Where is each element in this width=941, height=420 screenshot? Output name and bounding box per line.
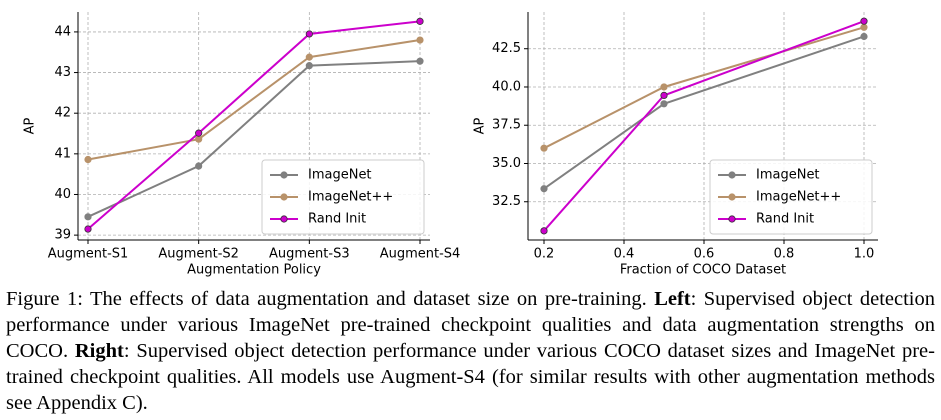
y-tick-label: 39: [54, 228, 71, 243]
marker: [305, 30, 313, 38]
legend-box: [709, 159, 873, 235]
x-tick-label: Augment-S3: [269, 247, 350, 262]
x-tick-label: Augment-S1: [48, 247, 129, 262]
marker: [195, 129, 203, 137]
marker: [84, 155, 92, 164]
legend-label: Rand Init: [308, 212, 366, 227]
y-tick-label: 42.5: [492, 41, 521, 56]
legend-label: ImageNet: [308, 168, 372, 183]
legend-marker: [728, 215, 736, 223]
caption-text: : Supervised object detection performanc…: [6, 288, 935, 362]
marker: [305, 53, 313, 61]
marker: [416, 36, 424, 44]
caption: Figure 1: The effects of data augmentati…: [6, 286, 935, 416]
marker: [416, 17, 424, 25]
y-tick-label: 37.5: [492, 118, 521, 133]
caption-text: Figure 1: The effects of data augmentati…: [6, 288, 655, 310]
legend-label: ImageNet: [756, 168, 820, 183]
legend-box: [261, 159, 425, 235]
marker: [540, 227, 548, 235]
x-tick-label: 0.2: [534, 247, 555, 262]
x-tick-label: Augment-S2: [158, 247, 239, 262]
marker: [195, 162, 203, 170]
marker: [195, 135, 203, 143]
y-tick-label: 40: [54, 187, 71, 202]
legend-label: Rand Init: [756, 212, 814, 227]
x-axis-label: Augmentation Policy: [187, 263, 321, 278]
legend-label: ImageNet++: [756, 190, 841, 205]
x-axis-label: Fraction of COCO Dataset: [620, 263, 786, 278]
y-tick-label: 43: [54, 65, 71, 80]
series-line: [87, 20, 421, 230]
y-tick-label: 41: [54, 146, 71, 161]
marker: [660, 83, 668, 91]
x-tick-label: 0.8: [774, 247, 795, 262]
legend-marker: [280, 193, 288, 201]
marker: [305, 62, 313, 70]
marker: [860, 17, 868, 25]
y-axis-label: AP: [473, 117, 488, 134]
legend-marker: [280, 171, 288, 179]
marker: [860, 32, 868, 41]
marker: [860, 23, 868, 31]
y-tick-label: 35.0: [492, 156, 521, 171]
legend-marker: [728, 193, 736, 201]
legend-marker: [728, 171, 736, 179]
series-line: [87, 39, 421, 161]
x-tick-label: 0.4: [614, 247, 635, 262]
marker: [660, 100, 668, 108]
caption-bold: Right: [74, 340, 124, 362]
marker: [540, 185, 548, 193]
marker: [540, 144, 548, 152]
y-tick-label: 42: [54, 106, 71, 121]
legend-label: ImageNet++: [308, 190, 393, 205]
y-tick-label: 40.0: [492, 79, 521, 94]
x-tick-label: 0.6: [694, 247, 715, 262]
y-tick-label: 32.5: [492, 194, 521, 209]
marker: [660, 91, 668, 99]
x-tick-label: 1.0: [854, 247, 875, 262]
caption-bold: Left: [654, 288, 691, 310]
marker: [84, 213, 92, 221]
marker: [84, 225, 92, 233]
caption-text: : Supervised object detection performanc…: [6, 340, 935, 414]
figure: Augment-S1 Augment-S2 Augment-S3 Augment-S4…: [23, 12, 878, 278]
x-tick-label: Augment-S4: [380, 247, 461, 262]
marker: [416, 57, 424, 65]
legend-marker: [280, 215, 288, 223]
y-tick-label: 44: [54, 24, 71, 39]
series-line: [87, 60, 421, 218]
y-axis-label: AP: [23, 117, 38, 134]
